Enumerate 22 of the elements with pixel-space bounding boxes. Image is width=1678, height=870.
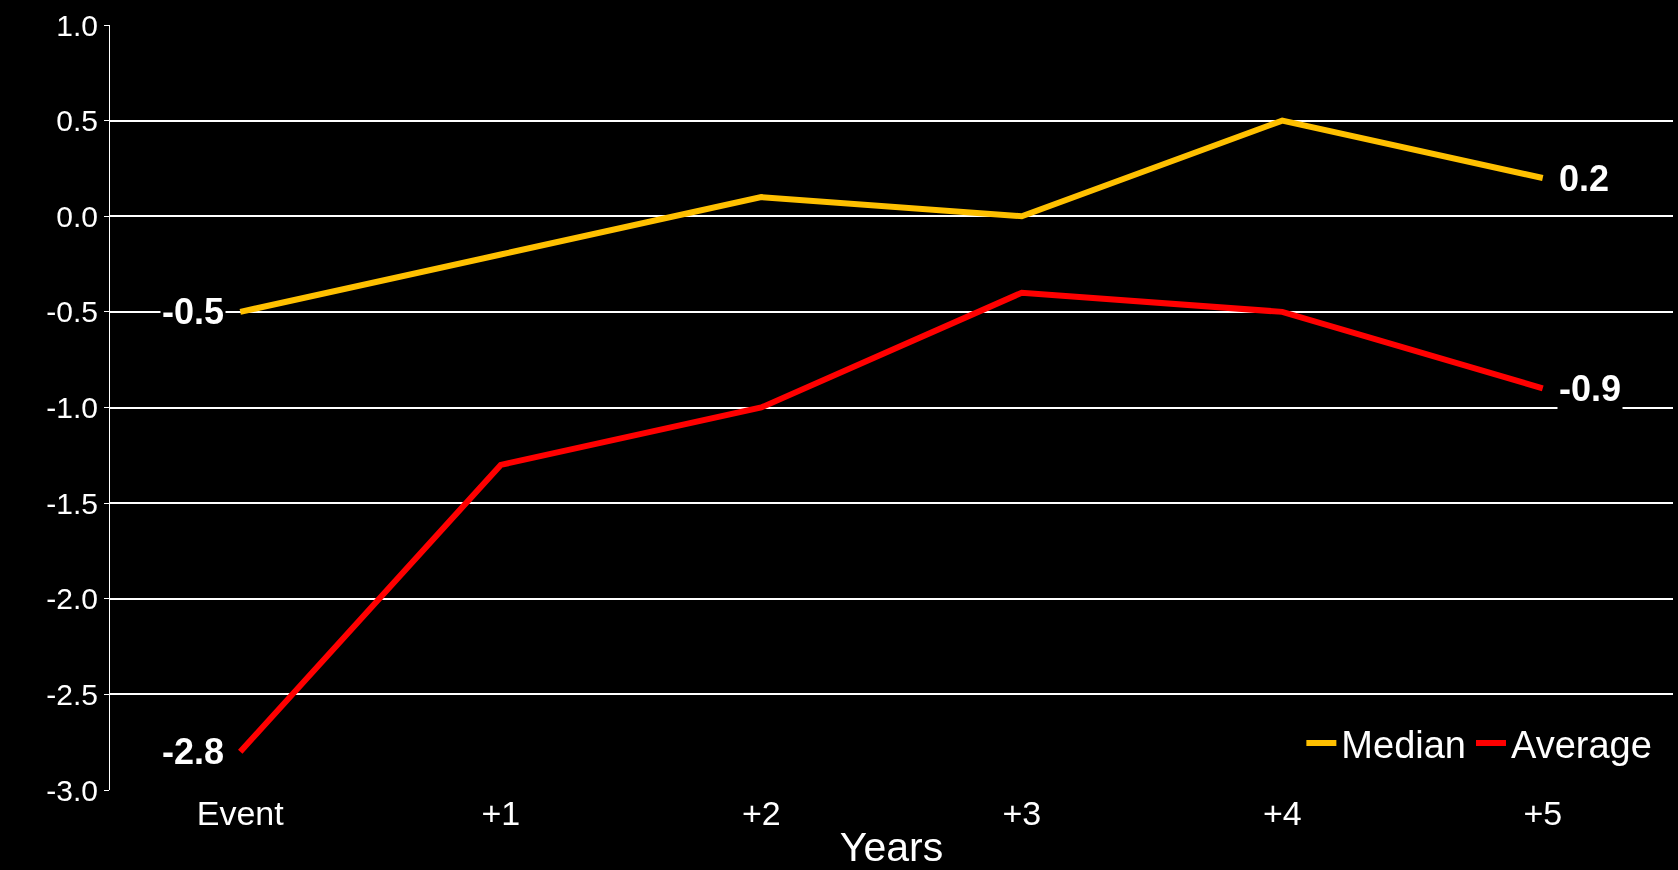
y-tick-label: 1.0 <box>56 8 98 42</box>
y-tick-label: -1.5 <box>46 486 98 520</box>
legend-label: Median <box>1341 723 1467 766</box>
y-tick-label: -3.0 <box>46 773 98 807</box>
y-tick-label: -1.0 <box>46 391 98 424</box>
data-label: -0.5 <box>162 291 225 332</box>
x-tick-label: +2 <box>741 794 781 832</box>
data-label: -0.9 <box>1559 368 1622 409</box>
x-tick-label: +4 <box>1262 794 1302 832</box>
y-tick-label: -2.0 <box>46 582 98 616</box>
x-axis-title: Years <box>839 824 944 870</box>
data-label: -2.8 <box>162 731 225 772</box>
x-tick-label: +5 <box>1523 794 1563 832</box>
data-label: 0.2 <box>1559 158 1610 199</box>
x-tick-label: +1 <box>481 794 521 832</box>
y-tick-label: 0.0 <box>56 199 98 233</box>
y-tick-label: -0.5 <box>46 295 98 329</box>
y-tick-label: -2.5 <box>46 677 98 711</box>
x-tick-label: +3 <box>1002 794 1042 832</box>
y-tick-label: 0.5 <box>56 104 98 138</box>
legend-label: Average <box>1511 723 1652 766</box>
x-tick-label: Event <box>196 794 285 832</box>
